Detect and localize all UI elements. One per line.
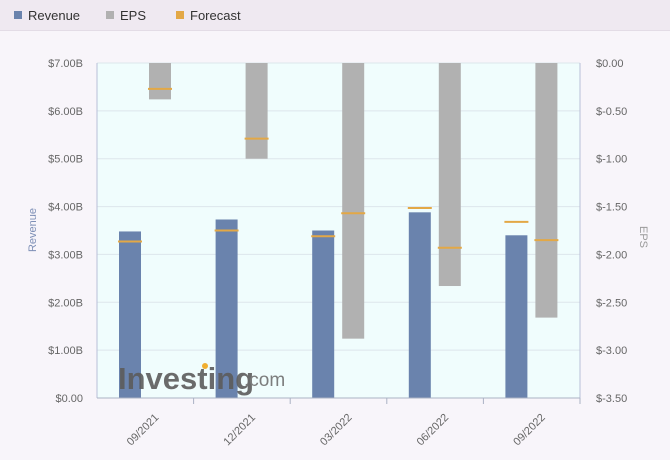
legend-item-eps[interactable]: EPS	[106, 7, 146, 23]
x-tick-label: 12/2021	[221, 412, 258, 449]
revenue-bar	[119, 231, 141, 398]
watermark-dot	[202, 363, 208, 369]
left-axis-title: Revenue	[27, 208, 39, 252]
legend-item-forecast[interactable]: Forecast	[176, 7, 241, 23]
bars-group	[119, 63, 558, 398]
left-tick-label: $4.00B	[48, 202, 83, 214]
eps-bar	[535, 63, 558, 318]
right-tick-label: $-3.00	[596, 345, 627, 357]
eps-bar	[245, 63, 268, 159]
axes	[96, 63, 581, 404]
revenue-bar	[505, 235, 528, 398]
right-tick-label: $0.00	[596, 58, 624, 70]
watermark-brand: Investing	[118, 361, 254, 396]
left-tick-label: $2.00B	[48, 297, 83, 309]
x-tick-label: 06/2022	[415, 412, 452, 449]
forecast-markers	[118, 87, 559, 249]
legend-swatch-revenue	[14, 11, 22, 19]
left-tick-label: $5.00B	[48, 154, 83, 166]
right-tick-label: $-0.50	[596, 106, 627, 118]
right-tick-label: $-2.50	[596, 297, 627, 309]
revenue-bar	[408, 212, 431, 398]
legend-item-revenue[interactable]: Revenue	[14, 7, 80, 23]
grid-lines	[97, 62, 580, 351]
left-tick-label: $0.00	[55, 393, 83, 405]
plot-area	[97, 63, 580, 398]
revenue-bar	[312, 230, 335, 398]
eps-bar	[149, 63, 171, 100]
left-tick-label: $1.00B	[48, 345, 83, 357]
left-tick-label: $3.00B	[48, 249, 83, 261]
chart-legend: Revenue EPS Forecast	[0, 0, 670, 31]
right-tick-label: $-3.50	[596, 393, 627, 405]
legend-label-forecast: Forecast	[190, 7, 241, 23]
x-tick-label: 03/2022	[318, 412, 355, 449]
right-tick-label: $-1.50	[596, 202, 627, 214]
legend-swatch-forecast	[176, 11, 184, 19]
legend-swatch-eps	[106, 11, 114, 19]
left-tick-label: $6.00B	[48, 106, 83, 118]
right-tick-label: $-2.00	[596, 249, 627, 261]
right-tick-label: $-1.00	[596, 154, 627, 166]
x-tick-label: 09/2022	[511, 412, 548, 449]
investing-watermark: Investing .com	[118, 361, 285, 396]
legend-label-revenue: Revenue	[28, 7, 81, 23]
watermark-suffix: .com	[244, 370, 285, 391]
right-axis-title: EPS	[637, 226, 649, 248]
x-tick-label: 09/2021	[125, 412, 162, 449]
eps-bar	[438, 63, 461, 287]
revenue-bar	[215, 219, 238, 398]
legend-label-eps: EPS	[120, 7, 147, 23]
eps-bar	[342, 63, 365, 339]
left-tick-label: $7.00B	[48, 58, 83, 70]
